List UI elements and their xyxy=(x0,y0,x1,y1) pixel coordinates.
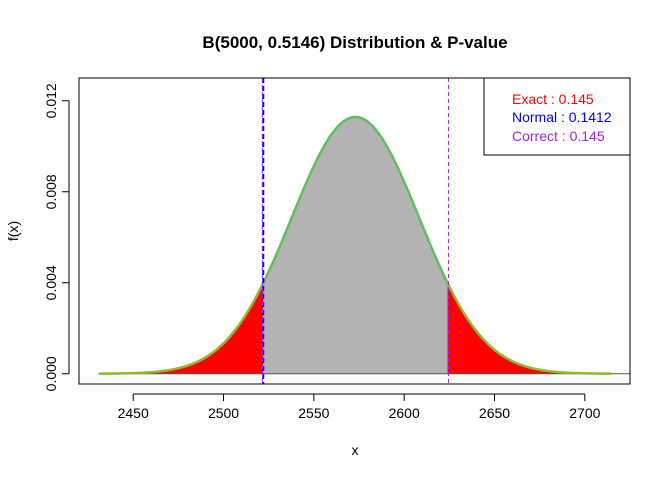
plot-area xyxy=(98,78,630,384)
y-axis-label: f(x) xyxy=(5,221,21,241)
y-tick-label: 0.008 xyxy=(43,174,59,209)
x-tick-label: 2650 xyxy=(479,405,510,421)
y-axis: 0.000 0.004 0.008 0.012 xyxy=(43,83,70,391)
y-tick-label: 0.004 xyxy=(43,265,59,300)
x-tick-label: 2700 xyxy=(569,405,600,421)
left-tail-region xyxy=(98,283,264,374)
legend-correct: Correct : 0.145 xyxy=(512,128,605,144)
y-tick-label: 0.000 xyxy=(43,356,59,391)
legend-exact: Exact : 0.145 xyxy=(512,91,594,107)
middle-region xyxy=(263,116,448,374)
chart-title: B(5000, 0.5146) Distribution & P-value xyxy=(202,33,507,52)
legend-box xyxy=(483,77,631,156)
legend: Exact : 0.145 Normal : 0.1412 Correct : … xyxy=(483,77,631,156)
x-tick-label: 2500 xyxy=(208,405,239,421)
x-axis-label: x xyxy=(352,442,359,458)
left-tail-curve xyxy=(98,282,264,375)
plot-frame xyxy=(78,77,631,385)
legend-normal: Normal : 0.1412 xyxy=(512,109,612,125)
x-axis: 2450 2500 2550 2600 2650 2700 xyxy=(118,393,601,421)
x-tick-label: 2450 xyxy=(118,405,149,421)
y-tick-label: 0.012 xyxy=(43,83,59,118)
x-tick-label: 2550 xyxy=(298,405,329,421)
right-tail-curve xyxy=(446,282,612,375)
x-tick-label: 2600 xyxy=(389,405,420,421)
right-tail-region xyxy=(447,283,612,374)
